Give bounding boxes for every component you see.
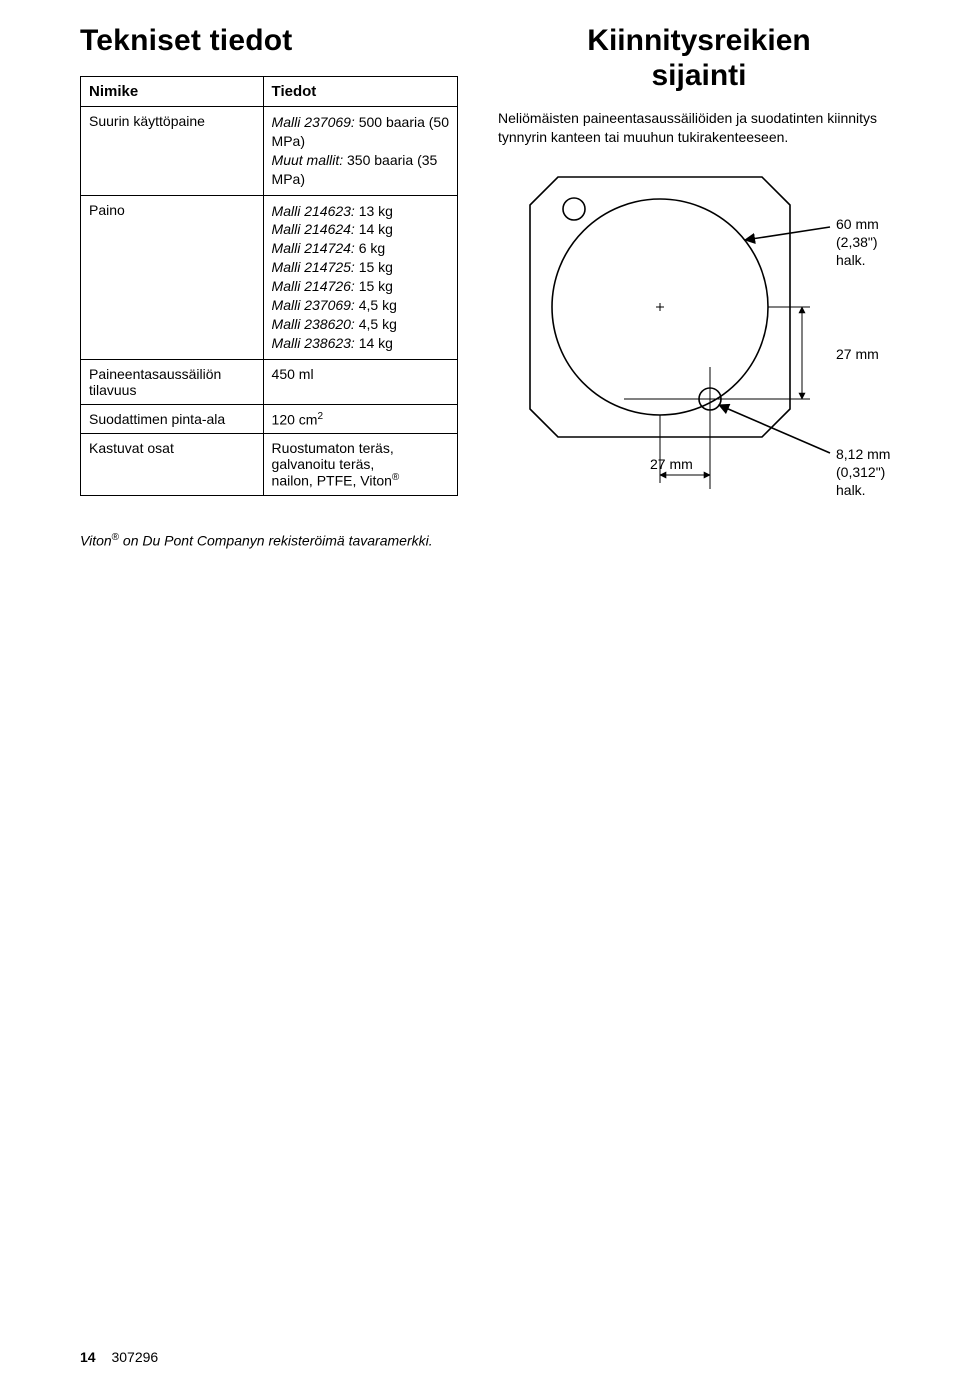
callout-60mm: 60 mm (2,38") halk. [836,215,900,270]
header-col1: Nimike [81,77,264,107]
model-ref: Muut mallit: [272,152,344,168]
page-number: 14 [80,1349,96,1365]
model-ref: Malli 237069: [272,297,355,313]
row-label: Kastuvat osat [81,434,264,496]
table-row: Paineentasaussäiliön tilavuus 450 ml [81,359,458,404]
registered-mark: ® [392,472,399,483]
mounting-hole-diagram: 60 mm (2,38") halk. 27 mm 8,12 mm (0,312… [520,167,900,497]
model-ref: Malli 238623: [272,335,355,351]
value-text: Ruostumaton teräs, galvanoitu teräs, [272,440,449,472]
callout-27mm-vert: 27 mm [836,345,879,363]
row-value: 120 cm2 [263,404,457,434]
value-text: 6 kg [355,240,385,256]
value-text: 15 kg [355,278,393,294]
registered-mark: ® [112,532,119,543]
table-row: Kastuvat osat Ruostumaton teräs, galvano… [81,434,458,496]
row-label: Paino [81,195,264,359]
model-ref: Malli 214725: [272,259,355,275]
footnote-text: Viton [80,533,112,549]
callout-8mm: 8,12 mm (0,312") halk. [836,445,900,500]
footnote-text: on Du Pont Companyn rekisteröimä tavaram… [119,533,433,549]
superscript: 2 [317,411,323,422]
model-ref: Malli 214623: [272,203,355,219]
title-line: Kiinnitysreikien [587,24,810,57]
callout-27mm-horiz: 27 mm [650,455,693,473]
doc-number: 307296 [111,1349,158,1365]
value-text: 15 kg [355,259,393,275]
row-label: Suurin käyttöpaine [81,107,264,196]
row-label: Paineentasaussäiliön tilavuus [81,359,264,404]
row-value: 450 ml [263,359,457,404]
value-text: 13 kg [355,203,393,219]
header-col2: Tiedot [263,77,457,107]
model-ref: Malli 237069: [272,114,355,130]
table-header-row: Nimike Tiedot [81,77,458,107]
model-ref: Malli 214726: [272,278,355,294]
table-row: Paino Malli 214623: 13 kg Malli 214624: … [81,195,458,359]
value-text: nailon, PTFE, Viton [272,473,392,489]
footnote: Viton® on Du Pont Companyn rekisteröimä … [80,532,458,549]
callout-line: (0,312") halk. [836,463,900,499]
row-value: Malli 237069: 500 baaria (50 MPa) Muut m… [263,107,457,196]
row-value: Ruostumaton teräs, galvanoitu teräs, nai… [263,434,457,496]
value-text: 4,5 kg [355,316,397,332]
value-text: 4,5 kg [355,297,397,313]
title-line: sijainti [651,59,746,92]
table-row: Suodattimen pinta-ala 120 cm2 [81,404,458,434]
row-value: Malli 214623: 13 kg Malli 214624: 14 kg … [263,195,457,359]
callout-line: (2,38") halk. [836,233,900,269]
callout-line: 8,12 mm [836,445,900,463]
table-row: Suurin käyttöpaine Malli 237069: 500 baa… [81,107,458,196]
value-text: 120 cm [272,411,318,427]
model-ref: Malli 214624: [272,221,355,237]
callout-line: 60 mm [836,215,900,233]
row-label: Suodattimen pinta-ala [81,404,264,434]
model-ref: Malli 214724: [272,240,355,256]
spec-table: Nimike Tiedot Suurin käyttöpaine Malli 2… [80,76,458,496]
left-title: Tekniset tiedot [80,24,458,58]
value-text: 14 kg [355,221,393,237]
intro-text: Neliömäisten paineentasaussäiliöiden ja … [498,109,900,147]
value-text: 14 kg [355,335,393,351]
right-title: Kiinnitysreikien sijainti [498,24,900,93]
model-ref: Malli 238620: [272,316,355,332]
page-footer: 14 307296 [80,1349,158,1365]
